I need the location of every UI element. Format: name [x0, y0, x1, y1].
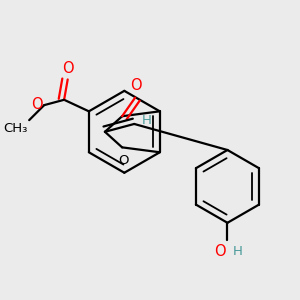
- Text: H: H: [232, 244, 242, 258]
- Text: H: H: [142, 114, 152, 128]
- Text: O: O: [62, 61, 74, 76]
- Text: O: O: [214, 244, 226, 259]
- Text: CH₃: CH₃: [3, 122, 28, 135]
- Text: O: O: [31, 97, 43, 112]
- Text: O: O: [118, 154, 129, 167]
- Text: O: O: [130, 78, 142, 93]
